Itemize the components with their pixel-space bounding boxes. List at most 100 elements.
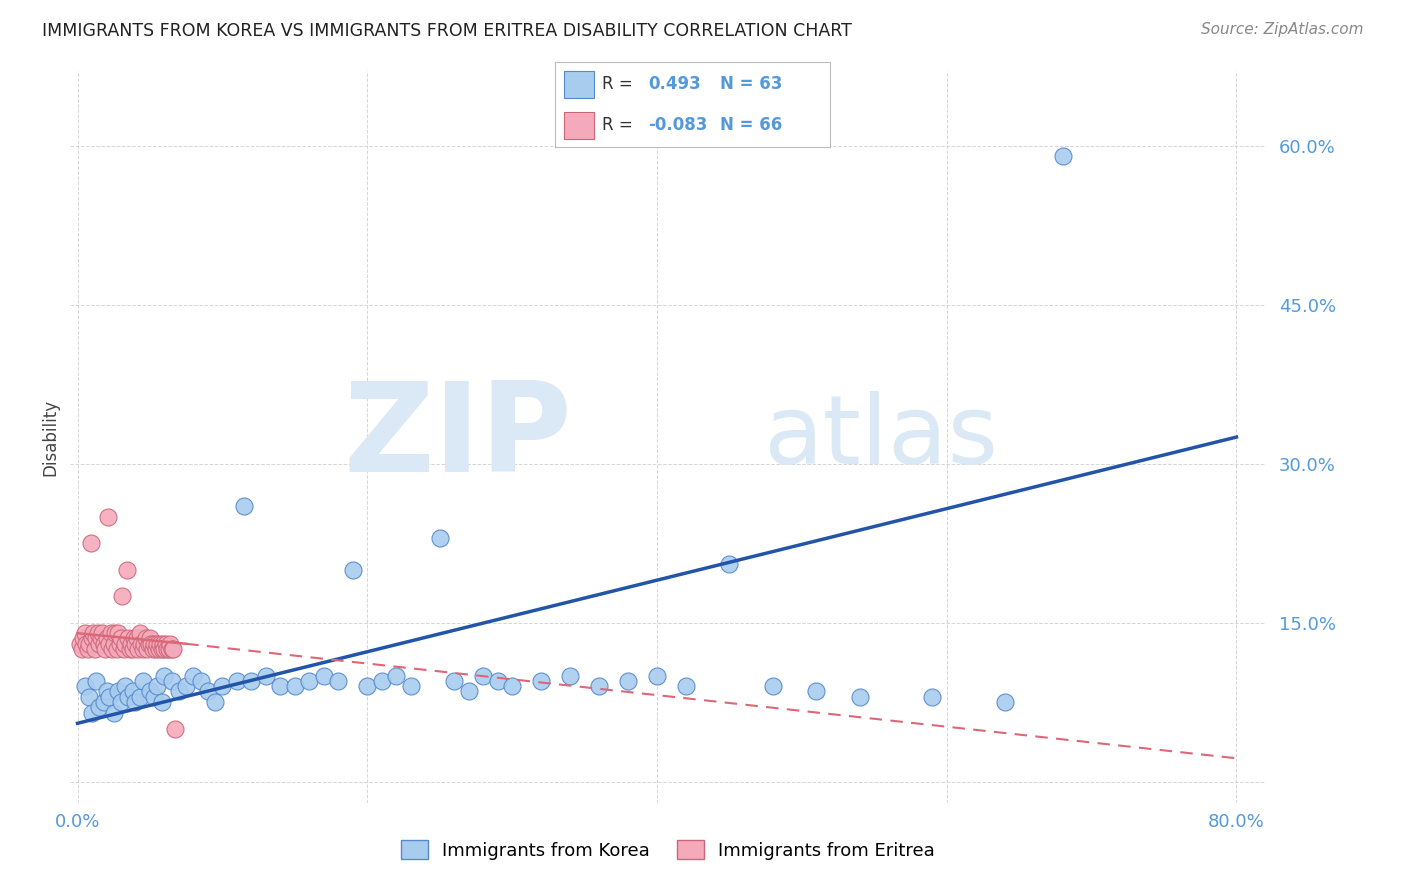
Point xyxy=(762,679,785,693)
Point xyxy=(233,499,256,513)
Point xyxy=(1052,149,1074,163)
Point xyxy=(146,637,169,651)
Point xyxy=(111,589,134,603)
Point xyxy=(298,673,321,688)
Point xyxy=(142,642,165,657)
Point xyxy=(127,642,149,657)
Point xyxy=(89,700,111,714)
Point xyxy=(718,558,741,572)
Point xyxy=(121,684,143,698)
Point xyxy=(150,695,173,709)
Text: -0.083: -0.083 xyxy=(648,116,709,134)
Point xyxy=(197,684,219,698)
Point xyxy=(87,626,110,640)
Point xyxy=(96,684,118,698)
Point xyxy=(211,679,233,693)
Point xyxy=(558,668,581,682)
Point xyxy=(112,642,135,657)
Point xyxy=(89,637,111,651)
Point xyxy=(114,679,136,693)
Point xyxy=(132,673,155,688)
Point xyxy=(98,637,121,651)
Point xyxy=(118,642,141,657)
Text: N = 63: N = 63 xyxy=(720,76,782,94)
Point xyxy=(124,695,146,709)
Y-axis label: Disability: Disability xyxy=(41,399,59,475)
Point xyxy=(139,632,162,646)
Point xyxy=(134,637,156,651)
Point xyxy=(110,695,132,709)
Point xyxy=(254,668,277,682)
Point xyxy=(86,673,108,688)
Point xyxy=(117,690,139,704)
Point xyxy=(107,626,129,640)
Point xyxy=(73,626,96,640)
Point xyxy=(73,679,96,693)
Point xyxy=(117,632,139,646)
Point xyxy=(457,684,479,698)
Point xyxy=(183,668,205,682)
Text: 0.493: 0.493 xyxy=(648,76,702,94)
Point xyxy=(160,673,183,688)
Point xyxy=(90,632,112,646)
Text: R =: R = xyxy=(602,76,638,94)
Point xyxy=(105,642,128,657)
Point xyxy=(225,673,247,688)
Point xyxy=(100,626,122,640)
Point xyxy=(371,673,394,688)
Point xyxy=(108,637,131,651)
Text: ZIP: ZIP xyxy=(343,376,572,498)
Point xyxy=(159,637,181,651)
Point xyxy=(69,637,91,651)
Point xyxy=(472,668,495,682)
Point xyxy=(160,642,183,657)
Point xyxy=(385,668,408,682)
Point xyxy=(617,673,640,688)
Point xyxy=(328,673,350,688)
Point xyxy=(501,679,523,693)
Point xyxy=(443,673,465,688)
Point xyxy=(96,632,118,646)
Point xyxy=(77,637,100,651)
Point xyxy=(162,642,184,657)
Point xyxy=(153,642,176,657)
Point xyxy=(86,632,108,646)
Point xyxy=(77,690,100,704)
Point xyxy=(284,679,307,693)
Point xyxy=(156,642,179,657)
Point xyxy=(120,637,142,651)
Point xyxy=(150,642,173,657)
Point xyxy=(114,637,136,651)
Point xyxy=(849,690,872,704)
Point xyxy=(79,536,101,550)
Point xyxy=(312,668,335,682)
Point xyxy=(806,684,828,698)
Point xyxy=(80,706,103,720)
Point xyxy=(76,642,98,657)
Point xyxy=(145,642,167,657)
Point xyxy=(110,632,132,646)
Point xyxy=(149,637,172,651)
Point xyxy=(91,626,114,640)
Text: atlas: atlas xyxy=(763,391,998,483)
Point xyxy=(921,690,943,704)
Point xyxy=(121,642,143,657)
Point xyxy=(399,679,422,693)
Point xyxy=(93,695,115,709)
Text: IMMIGRANTS FROM KOREA VS IMMIGRANTS FROM ERITREA DISABILITY CORRELATION CHART: IMMIGRANTS FROM KOREA VS IMMIGRANTS FROM… xyxy=(42,22,852,40)
Point xyxy=(530,673,553,688)
Bar xyxy=(564,71,593,98)
Point xyxy=(115,563,138,577)
Point xyxy=(132,642,155,657)
Point xyxy=(93,637,115,651)
Text: Source: ZipAtlas.com: Source: ZipAtlas.com xyxy=(1201,22,1364,37)
Point xyxy=(124,637,146,651)
Point xyxy=(148,642,170,657)
Point xyxy=(143,690,166,704)
Point xyxy=(429,531,451,545)
Point xyxy=(356,679,378,693)
Point xyxy=(128,690,150,704)
Point xyxy=(94,642,117,657)
Point xyxy=(588,679,610,693)
Point xyxy=(146,679,169,693)
